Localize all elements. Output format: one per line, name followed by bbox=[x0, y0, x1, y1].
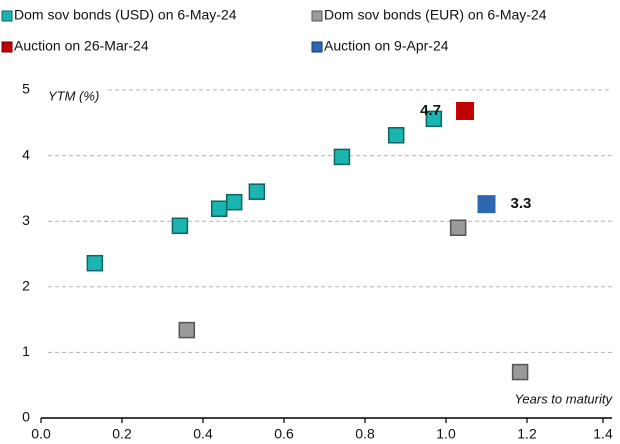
point bbox=[210, 200, 228, 217]
y-tick-label: 0 bbox=[22, 409, 30, 425]
x-tick-label: 0.0 bbox=[31, 426, 51, 442]
point bbox=[425, 110, 443, 128]
point bbox=[171, 217, 189, 235]
y-tick-label: 3 bbox=[22, 212, 30, 228]
value-label: 4.7 bbox=[420, 102, 441, 119]
legend-label: Dom sov bonds (USD) on 6-May-24 bbox=[14, 7, 237, 23]
legend-label: Dom sov bonds (EUR) on 6-May-24 bbox=[324, 7, 547, 23]
x-tick-label: 0.8 bbox=[355, 426, 375, 442]
point bbox=[178, 321, 196, 339]
y-tick-label: 5 bbox=[22, 81, 30, 97]
point bbox=[86, 254, 104, 272]
legend-marker bbox=[311, 41, 323, 53]
legend-label: Auction on 9-Apr-24 bbox=[324, 38, 449, 54]
legend-marker bbox=[311, 10, 323, 22]
y-tick-label: 2 bbox=[22, 278, 30, 294]
point bbox=[449, 219, 467, 237]
x-tick-label: 0.4 bbox=[193, 426, 213, 442]
x-tick-label: 1.0 bbox=[436, 426, 456, 442]
point bbox=[333, 148, 351, 166]
point bbox=[456, 101, 475, 120]
x-tick-label: 1.4 bbox=[593, 426, 613, 442]
y-axis-label: YTM (%) bbox=[48, 88, 99, 103]
value-label: 3.3 bbox=[511, 195, 532, 212]
x-tick-label: 1.2 bbox=[517, 426, 537, 442]
point bbox=[511, 363, 529, 381]
point bbox=[477, 195, 496, 214]
legend-label: Auction on 26-Mar-24 bbox=[14, 38, 149, 54]
x-tick-label: 0.6 bbox=[274, 426, 294, 442]
point bbox=[225, 193, 243, 211]
point bbox=[387, 127, 405, 144]
y-tick-label: 4 bbox=[22, 146, 30, 162]
legend-marker bbox=[1, 10, 13, 22]
x-axis-label: Years to maturity bbox=[514, 391, 613, 406]
legend-marker bbox=[1, 41, 13, 53]
x-tick-label: 0.2 bbox=[112, 426, 132, 442]
y-tick-label: 1 bbox=[22, 343, 30, 359]
point bbox=[248, 183, 266, 200]
